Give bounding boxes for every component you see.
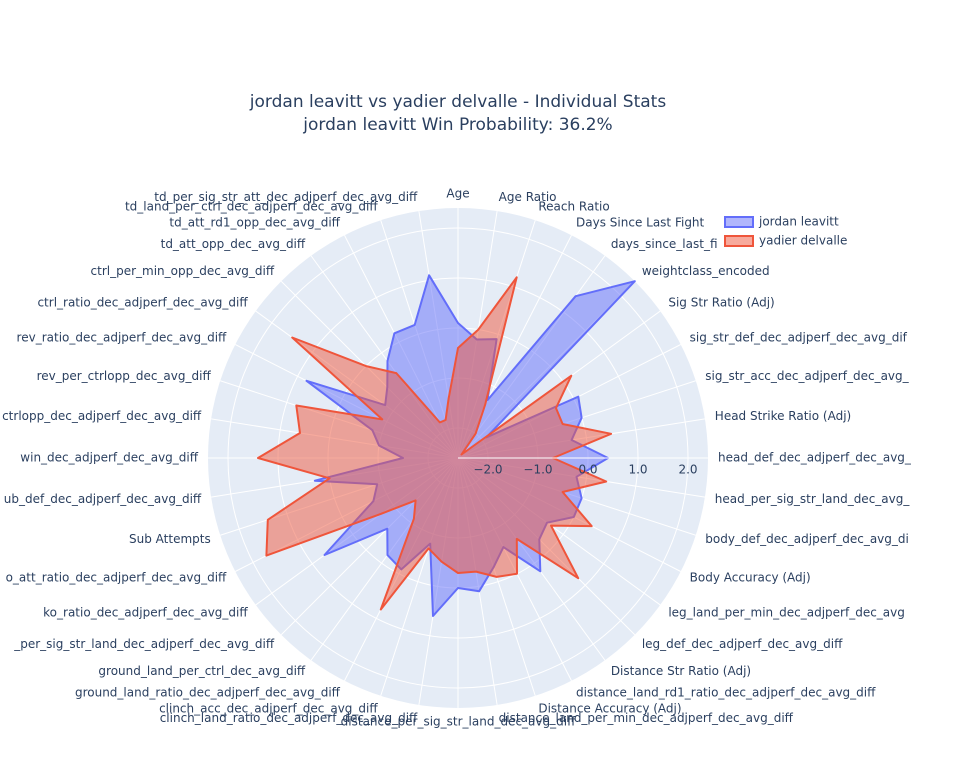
category-label: ub_def_dec_adjperf_dec_avg_diff: [4, 492, 202, 506]
chart-subtitle: jordan leavitt Win Probability: 36.2%: [302, 115, 612, 135]
category-label: td_att_rd1_opp_dec_avg_diff: [169, 215, 340, 229]
category-label: days_since_last_fi: [611, 237, 718, 251]
category-label: ko_ratio_dec_adjperf_dec_avg_diff: [43, 606, 248, 620]
category-label: head_def_dec_adjperf_dec_avg_: [718, 451, 912, 465]
r-tick-label: 1.0: [628, 463, 647, 477]
category-label: Sub Attempts: [129, 532, 211, 546]
category-label: distance_land_rd1_ratio_dec_adjperf_dec_…: [576, 686, 876, 700]
chart-title: jordan leavitt vs yadier delvalle - Indi…: [249, 92, 667, 112]
category-label: Reach Ratio: [538, 199, 609, 213]
category-label: clinch_land_ratio_dec_adjperf_dec_avg_di…: [160, 711, 418, 725]
category-label: ground_land_ratio_dec_adjperf_dec_avg_di…: [75, 686, 341, 700]
category-label: Sig Str Ratio (Adj): [668, 295, 774, 309]
category-label: distance_per_sig_str_land_dec_avg_diff: [341, 715, 576, 729]
category-label: ctrl_ratio_dec_adjperf_dec_avg_diff: [37, 295, 248, 309]
category-label: o_att_ratio_dec_adjperf_dec_avg_diff: [6, 570, 227, 584]
category-label: td_att_opp_dec_avg_diff: [161, 237, 306, 251]
category-label: td_land_per_ctrl_dec_adjperf_dec_avg_dif…: [125, 199, 378, 213]
r-tick-label: −2.0: [473, 463, 502, 477]
category-label: sig_str_def_dec_adjperf_dec_avg_dif: [690, 331, 908, 345]
category-label: Age Ratio: [499, 190, 557, 204]
category-label: clinch_acc_dec_adjperf_dec_avg_diff: [159, 702, 378, 716]
category-label: weightclass_encoded: [642, 264, 770, 278]
r-tick-label: 0.0: [578, 463, 597, 477]
category-label: Body Accuracy (Adj): [690, 570, 811, 584]
category-label: _per_sig_str_land_dec_adjperf_dec_avg_di…: [13, 637, 275, 651]
category-label: Head Strike Ratio (Adj): [715, 409, 851, 423]
category-label: distance_land_per_min_dec_adjperf_dec_av…: [499, 711, 794, 725]
legend-swatch: [724, 216, 754, 228]
category-label: Distance Str Ratio (Adj): [611, 664, 751, 678]
legend-swatch: [724, 235, 754, 247]
category-label: body_def_dec_adjperf_dec_avg_di: [705, 532, 909, 546]
category-label: ctrlopp_dec_adjperf_dec_avg_diff: [2, 409, 202, 423]
category-label: ctrl_per_min_opp_dec_avg_diff: [91, 264, 275, 278]
category-label: rev_ratio_dec_adjperf_dec_avg_diff: [17, 331, 228, 345]
category-label: Age: [446, 187, 469, 201]
r-tick-label: −1.0: [523, 463, 552, 477]
category-label: Distance Accuracy (Adj): [538, 702, 681, 716]
category-label: Days Since Last Fight: [576, 215, 705, 229]
category-label: leg_def_dec_adjperf_dec_avg_diff: [642, 637, 843, 651]
r-tick-label: 2.0: [678, 463, 697, 477]
category-label: win_dec_adjperf_dec_avg_diff: [20, 451, 198, 465]
series-area: [257, 276, 613, 611]
category-label: rev_per_ctrlopp_dec_avg_diff: [37, 369, 212, 383]
category-label: td_per_sig_str_att_dec_adjperf_dec_avg_d…: [154, 190, 418, 204]
category-label: sig_str_acc_dec_adjperf_dec_avg_: [705, 369, 909, 383]
category-label: leg_land_per_min_dec_adjperf_dec_avg: [668, 606, 905, 620]
legend-label: yadier delvalle: [759, 234, 847, 248]
category-label: head_per_sig_str_land_dec_avg_: [715, 492, 911, 506]
category-label: ground_land_per_ctrl_dec_avg_diff: [98, 664, 305, 678]
legend-label: jordan leavitt: [758, 215, 839, 229]
